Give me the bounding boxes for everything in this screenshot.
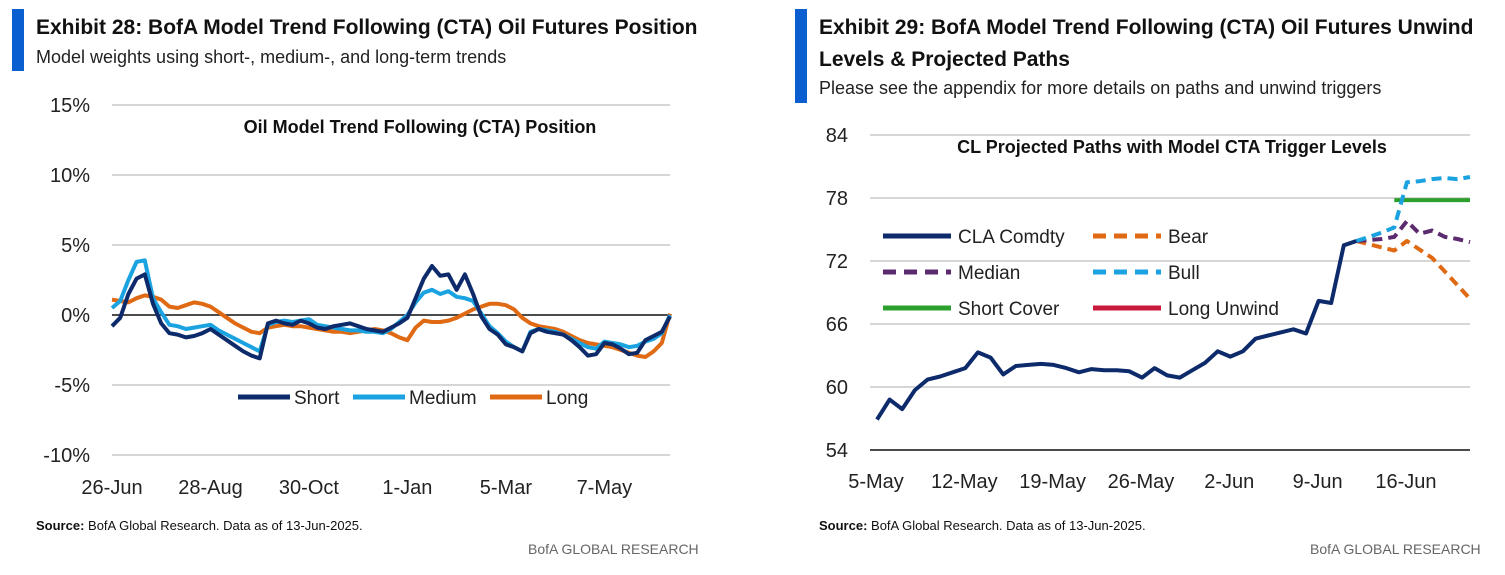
legend-label-short: Short: [294, 388, 340, 409]
legend-label-bear: Bear: [1168, 227, 1209, 248]
chart-title: Oil Model Trend Following (CTA) Position: [244, 117, 597, 137]
y-tick-label: 60: [826, 377, 848, 399]
exhibit29-chart: 84 78 72 66 60 545-May 12-May 19-May 26-May 2-Jun…: [826, 125, 1472, 493]
exhibit28-source-label: Source:: [36, 518, 85, 533]
y-tick-label: 66: [826, 314, 848, 336]
legend-label-short-cover: Short Cover: [958, 299, 1060, 320]
exhibit28-title: Exhibit 28: BofA Model Trend Following (…: [36, 16, 698, 39]
exhibit29-title-line2: Levels & Projected Paths: [819, 48, 1070, 71]
exhibit29-source-text: BofA Global Research. Data as of 13-Jun-…: [867, 518, 1146, 533]
x-tick-label: 30-Oct: [279, 477, 339, 499]
x-tick-label: 5-Mar: [480, 477, 533, 499]
legend-label-cla-comdty: CLA Comdty: [958, 227, 1065, 248]
series-line-cla-comdty: [875, 239, 1358, 421]
y-tick-label: 5%: [61, 235, 90, 257]
x-tick-label: 2-Jun: [1204, 471, 1254, 493]
y-tick-label: -10%: [43, 445, 90, 467]
x-tick-label: 5-May: [848, 471, 904, 493]
x-tick-label: 28-Aug: [178, 477, 243, 499]
legend-label-medium: Medium: [409, 388, 477, 409]
legend-label-long-unwind: Long Unwind: [1168, 299, 1279, 320]
y-tick-label: -5%: [54, 375, 90, 397]
exhibit28-subtitle: Model weights using short-, medium-, and…: [36, 47, 507, 67]
chart-title: CL Projected Paths with Model CTA Trigge…: [957, 137, 1387, 157]
exhibit28-source-text: BofA Global Research. Data as of 13-Jun-…: [84, 518, 363, 533]
x-tick-label: 16-Jun: [1375, 471, 1436, 493]
exhibit29-brand: BofA GLOBAL RESEARCH: [1310, 541, 1481, 557]
y-tick-label: 15%: [50, 95, 90, 117]
x-tick-label: 7-May: [577, 477, 633, 499]
y-tick-label: 72: [826, 251, 848, 273]
exhibit28-source: Source: BofA Global Research. Data as of…: [36, 518, 363, 533]
legend-label-bull: Bull: [1168, 263, 1200, 284]
exhibit29-subtitle: Please see the appendix for more details…: [819, 78, 1382, 98]
y-tick-label: 84: [826, 125, 848, 147]
series-line-bull: [1355, 175, 1471, 243]
y-tick-label: 54: [826, 440, 848, 462]
exhibit28-chart: 15% 10% 5% 0% -5% -10% 26-Jun 28-Aug 30-Oct 1-Jan…: [43, 95, 672, 499]
series-line-medium: [110, 258, 672, 354]
series-line-long: [111, 293, 672, 359]
exhibit29-accent-bar: [795, 9, 807, 103]
exhibit29-source-label: Source:: [819, 518, 868, 533]
series-line-bear: [1355, 239, 1472, 301]
legend-label-long: Long: [546, 388, 588, 409]
x-tick-label: 1-Jan: [382, 477, 432, 499]
exhibit28-brand: BofA GLOBAL RESEARCH: [528, 541, 699, 557]
y-tick-label: 10%: [50, 165, 90, 187]
x-tick-label: 26-May: [1108, 471, 1175, 493]
legend-label-median: Median: [958, 263, 1020, 284]
x-tick-label: 12-May: [931, 471, 998, 493]
y-tick-label: 0%: [61, 305, 90, 327]
series-line-median: [1356, 219, 1471, 245]
y-tick-label: 78: [826, 188, 848, 210]
series-line-short: [110, 264, 672, 361]
x-tick-label: 9-Jun: [1293, 471, 1343, 493]
exhibit28-accent-bar: [12, 9, 24, 71]
x-tick-label: 19-May: [1019, 471, 1086, 493]
exhibit29-title-line1: Exhibit 29: BofA Model Trend Following (…: [819, 16, 1474, 39]
x-tick-label: 26-Jun: [81, 477, 142, 499]
exhibit29-source: Source: BofA Global Research. Data as of…: [819, 518, 1146, 533]
